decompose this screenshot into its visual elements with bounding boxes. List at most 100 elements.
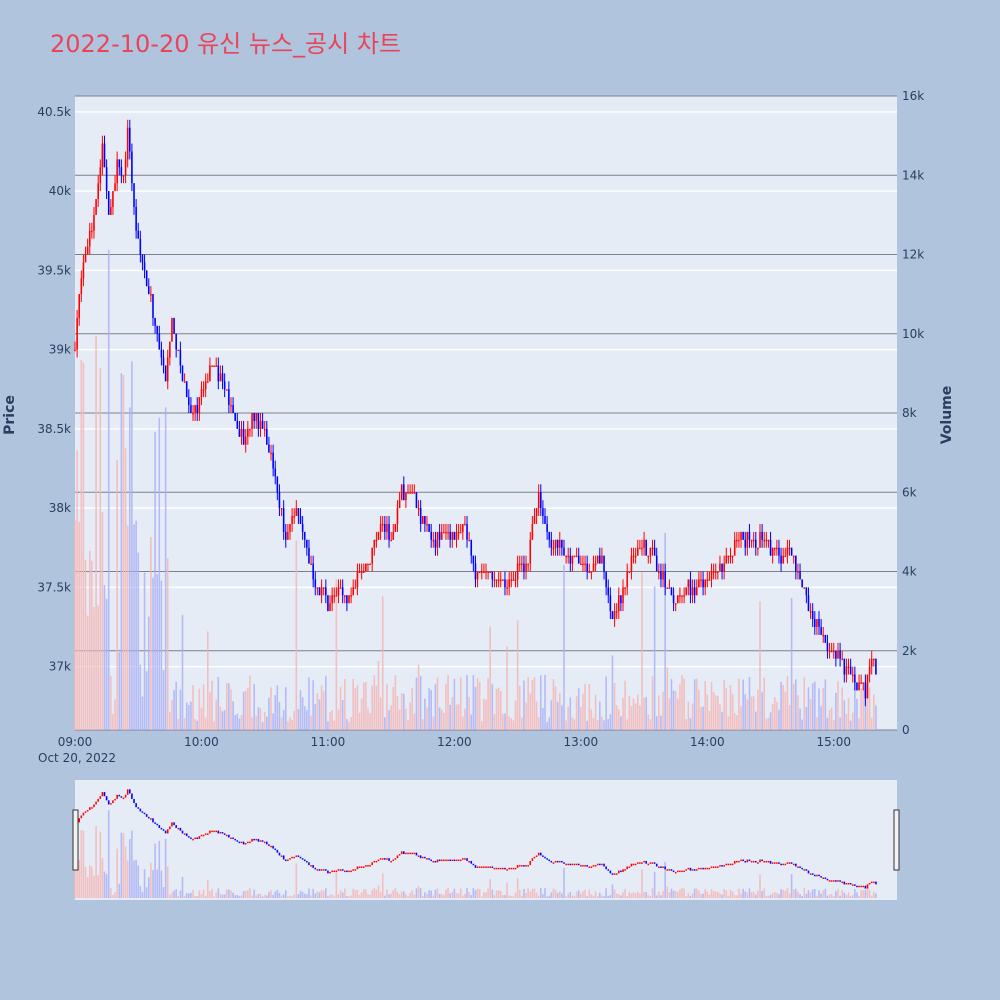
volume-bar xyxy=(533,677,536,730)
candle-body xyxy=(164,365,167,382)
mini-candle xyxy=(818,874,820,877)
volume-bar xyxy=(649,719,652,730)
mini-candle xyxy=(293,856,295,859)
volume-bar xyxy=(700,707,702,730)
mini-candle xyxy=(830,880,833,882)
mini-candle xyxy=(550,860,553,863)
mini-volume-bar xyxy=(596,896,599,898)
mini-volume-bar xyxy=(674,890,677,898)
mini-volume-bar xyxy=(729,889,732,898)
candle-body xyxy=(773,547,776,550)
mini-candle xyxy=(78,818,81,823)
mini-candle xyxy=(653,862,656,864)
volume-bar xyxy=(105,598,108,730)
candle-body xyxy=(807,595,810,612)
volume-bar xyxy=(160,580,163,730)
mini-candle xyxy=(740,859,742,862)
mini-candle xyxy=(428,858,430,860)
volume-bar xyxy=(333,720,336,730)
mini-candle xyxy=(164,830,167,834)
mini-candle xyxy=(257,838,260,842)
mini-volume-bar xyxy=(544,887,546,898)
mini-candle xyxy=(162,829,165,831)
mini-candle xyxy=(333,870,336,873)
mini-volume-bar xyxy=(211,888,213,898)
volume-bar xyxy=(792,683,795,730)
mini-candle xyxy=(238,841,241,844)
volume-bar xyxy=(607,718,610,730)
candle-body xyxy=(198,397,201,413)
volume-bar xyxy=(379,697,382,730)
candle-body xyxy=(849,666,852,675)
range-slider-right-handle[interactable] xyxy=(893,809,900,871)
candle-body xyxy=(434,539,437,548)
mini-volume-bar xyxy=(384,895,386,898)
candle-body xyxy=(152,294,154,318)
time-tick-label: 09:00 xyxy=(58,735,93,749)
mini-volume-bar xyxy=(206,879,209,898)
volume-bar xyxy=(788,705,791,730)
volume-bar xyxy=(588,683,591,730)
mini-volume-bar xyxy=(870,895,873,898)
mini-candle xyxy=(160,827,163,830)
mini-volume-bar xyxy=(830,893,833,898)
mini-volume-bar xyxy=(681,887,683,898)
candle-body xyxy=(571,555,574,564)
volume-bar xyxy=(738,678,740,730)
volume-tick-label: 8k xyxy=(902,406,917,420)
candle-body xyxy=(868,666,871,675)
candle-body xyxy=(742,531,744,540)
mini-volume-bar xyxy=(354,890,357,898)
volume-bar xyxy=(771,704,774,730)
volume-bar xyxy=(468,696,470,730)
candle-body xyxy=(426,523,428,526)
candle-body xyxy=(365,563,367,572)
candle-body xyxy=(424,516,426,524)
mini-candle xyxy=(744,860,747,863)
mini-candle xyxy=(156,823,158,826)
mini-candle xyxy=(430,859,432,862)
mini-candle xyxy=(851,884,854,886)
candle-body xyxy=(864,682,867,699)
candle-body xyxy=(712,571,715,573)
mini-candle xyxy=(759,859,761,863)
candle-body xyxy=(228,389,230,406)
volume-bar xyxy=(558,693,561,730)
volume-bar xyxy=(179,689,182,730)
mini-volume-bar xyxy=(835,891,837,898)
candle-body xyxy=(232,405,234,413)
range-slider[interactable] xyxy=(75,780,897,900)
mini-candle xyxy=(419,855,422,859)
volume-bar xyxy=(341,699,344,730)
candle-body xyxy=(577,555,580,564)
volume-bar xyxy=(428,688,430,730)
mini-candle xyxy=(803,869,806,871)
volume-bar xyxy=(462,716,464,730)
mini-volume-bar xyxy=(592,895,595,898)
candle-body xyxy=(116,159,118,184)
volume-bar xyxy=(624,680,626,730)
volume-bar xyxy=(535,701,538,730)
time-tick-label: 13:00 xyxy=(564,735,599,749)
price-tick-label: 39k xyxy=(49,343,71,357)
candle-body xyxy=(206,381,209,383)
candle-body xyxy=(188,397,190,406)
candle-body xyxy=(335,595,338,597)
mini-candle xyxy=(320,869,323,871)
mini-candle xyxy=(312,865,314,868)
mini-volume-bar xyxy=(369,894,371,898)
volume-bar xyxy=(476,678,479,730)
mini-candle xyxy=(620,870,622,873)
mini-candle xyxy=(217,830,220,834)
mini-volume-bar xyxy=(744,891,747,898)
candle-body xyxy=(105,167,108,192)
mini-volume-bar xyxy=(710,889,713,898)
mini-volume-bar xyxy=(88,865,91,898)
range-slider-left-handle[interactable] xyxy=(72,809,79,871)
mini-candle xyxy=(738,860,740,863)
mini-volume-bar xyxy=(634,893,637,898)
volume-bar xyxy=(166,558,169,730)
mini-candle xyxy=(236,840,239,842)
mini-volume-bar xyxy=(447,887,449,898)
mini-volume-bar xyxy=(558,891,561,898)
